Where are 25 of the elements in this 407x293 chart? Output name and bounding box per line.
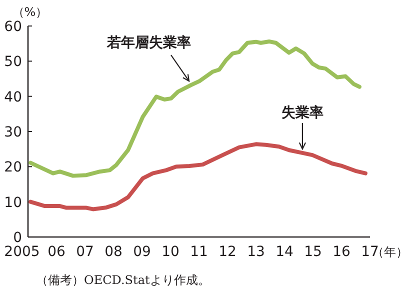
y-tick-label: 30 xyxy=(4,124,22,140)
x-tick-label: 07 xyxy=(76,244,94,260)
x-tick-label: 13 xyxy=(247,244,265,260)
y-tick-label: 60 xyxy=(4,19,22,35)
y-tick-label: 10 xyxy=(4,194,22,211)
line-series xyxy=(28,142,368,212)
x-tick-label: 14 xyxy=(276,244,294,260)
y-tick-label: 50 xyxy=(4,54,22,70)
annotation: 若年層失業率 xyxy=(106,34,192,52)
x-tick-label: 10 xyxy=(162,244,180,260)
text: （備考）OECD.Statより作成。 xyxy=(36,273,210,287)
x-tick-label: 12 xyxy=(218,244,236,260)
y-tick-label: 20 xyxy=(4,160,22,176)
y-tick-label: 0 xyxy=(13,230,22,246)
x-tick-label: 15 xyxy=(304,244,322,260)
annotation: 失業率 xyxy=(281,104,324,121)
x-tick-label: 16 xyxy=(332,244,350,260)
y-axis-title: （%） xyxy=(12,5,48,19)
x-tick-label: 06 xyxy=(48,244,66,260)
x-tick-label: 09 xyxy=(133,244,151,260)
y-tick-label: 40 xyxy=(4,89,22,106)
x-tick-label: 2005 xyxy=(4,244,40,260)
x-tick-label: 11 xyxy=(190,244,208,260)
x-tick-label: 08 xyxy=(104,244,122,260)
x-tick-label: 17 xyxy=(361,244,379,260)
